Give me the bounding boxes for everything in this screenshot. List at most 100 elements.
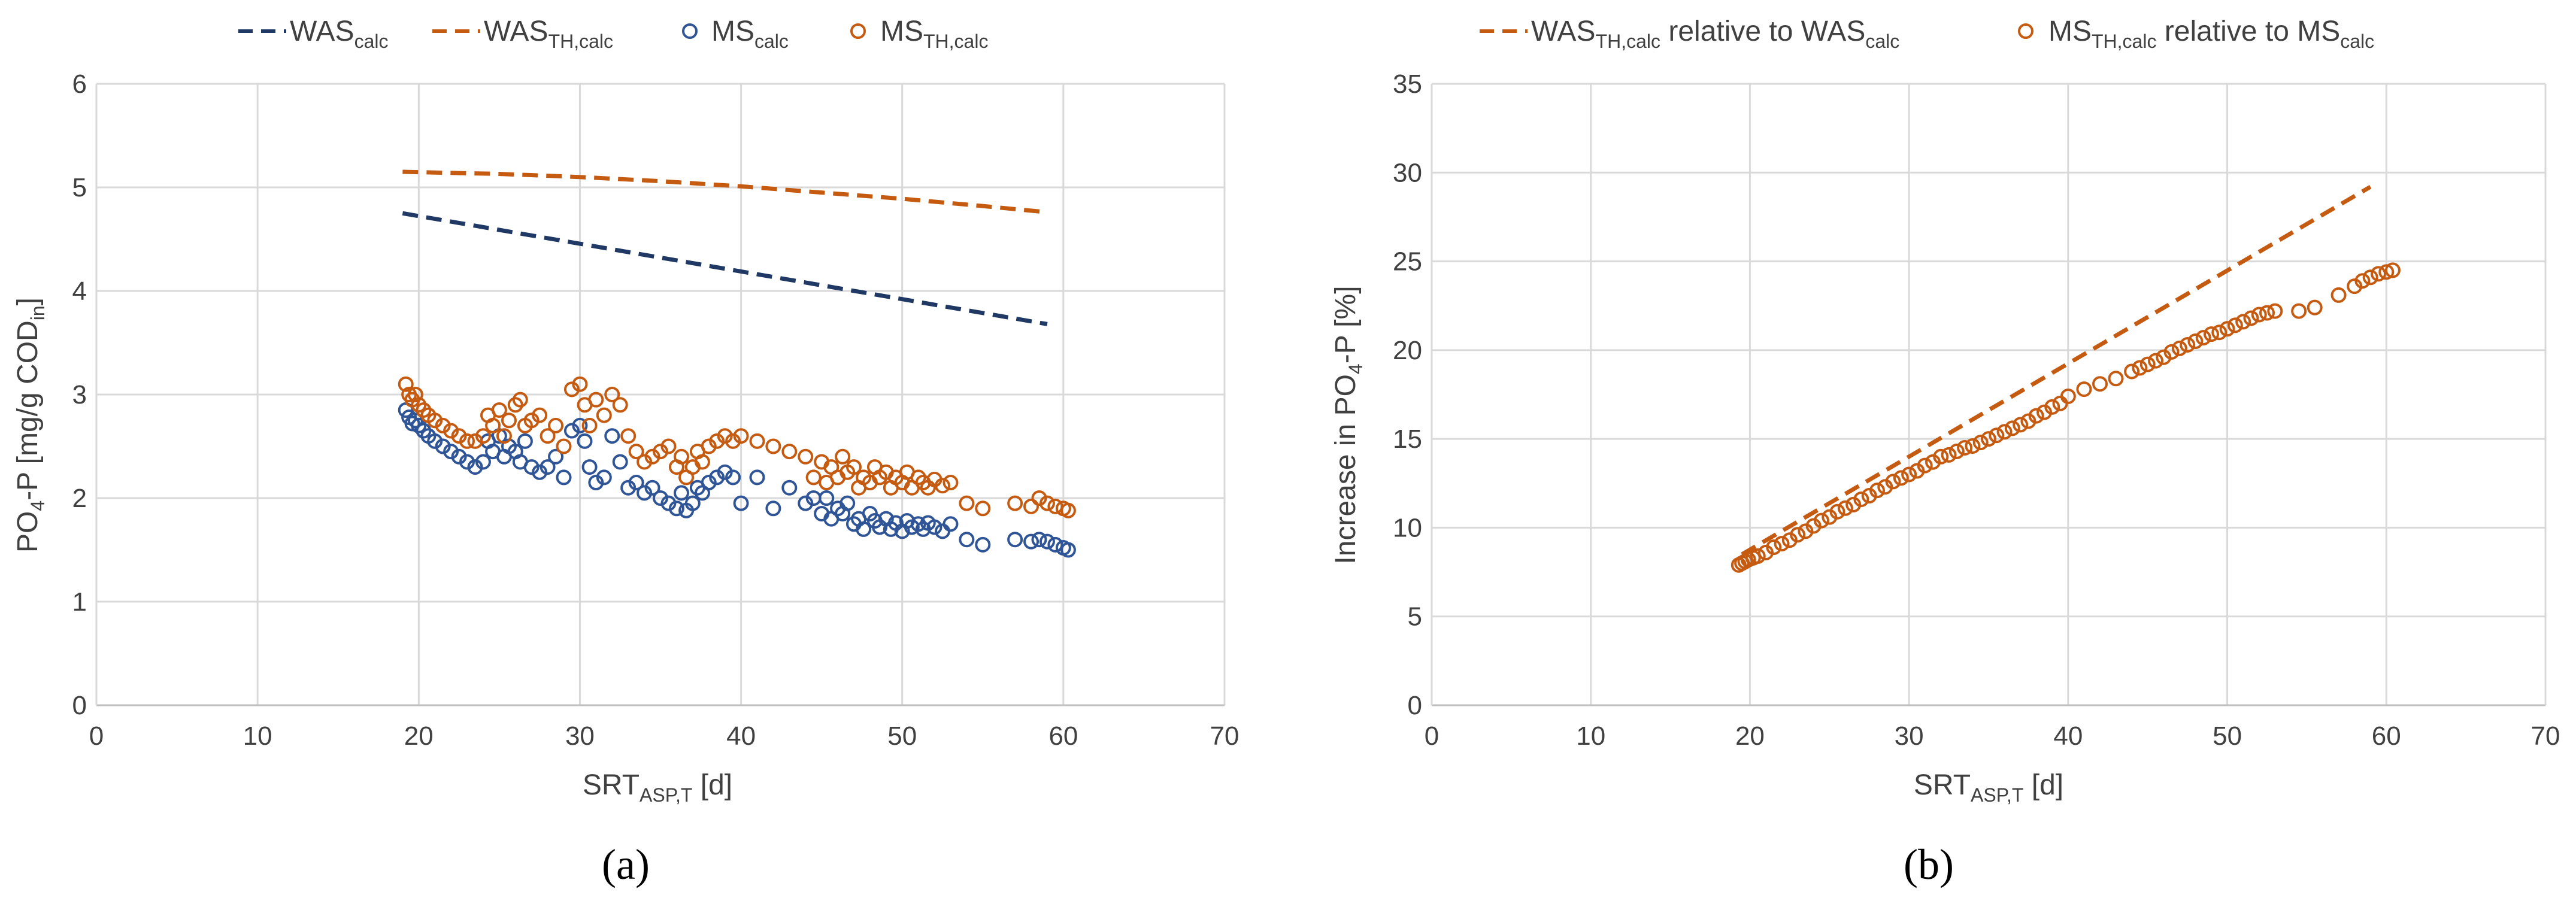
data-point [2139, 356, 2156, 372]
data-point [1031, 490, 1047, 506]
data-point [548, 448, 564, 465]
data-point [1774, 536, 1790, 552]
data-point [694, 454, 710, 470]
data-point [701, 475, 717, 491]
data-point [459, 433, 475, 449]
data-point [2227, 317, 2243, 333]
data-point [427, 412, 443, 429]
x-tick-label: 0 [1425, 721, 1439, 751]
data-point [2354, 273, 2371, 289]
data-point [628, 475, 644, 491]
data-point [1007, 532, 1023, 548]
data-point [725, 433, 741, 449]
data-point [532, 464, 548, 480]
panel-a: 0 1 2 3 4 5 6 0 10 20 30 40 50 60 70 PO4-P [mg/g CODi… [12, 16, 1239, 888]
y-tick-label: 0 [72, 691, 87, 720]
data-point [2076, 381, 2092, 398]
data-point [398, 376, 414, 392]
data-point [443, 423, 459, 439]
data-point [596, 469, 612, 486]
data-point [459, 454, 475, 470]
data-point [1829, 503, 1845, 520]
chart-b-x-axis-title: SRTASP,T [d] [1914, 769, 2063, 806]
data-point [660, 495, 677, 511]
chart-a-series [398, 169, 1076, 558]
data-point [781, 480, 798, 496]
chart-b-svg: 0 5 10 15 20 25 30 35 0 10 20 30 40 50 60 70 Increase … [1330, 16, 2560, 888]
data-point [644, 480, 660, 496]
data-point [2004, 420, 2020, 436]
data-point [749, 469, 765, 486]
data-point [2235, 314, 2251, 330]
chart-b-gridlines [1432, 83, 2547, 705]
data-point [451, 428, 467, 444]
data-point [1007, 495, 1023, 511]
data-point [523, 412, 540, 429]
x-tick-label: 40 [726, 721, 756, 751]
data-point [2171, 340, 2187, 356]
data-point [467, 433, 483, 449]
data-point [1941, 447, 1957, 463]
data-point [1885, 474, 1901, 490]
data-point [604, 428, 620, 444]
chart-b-series [1731, 184, 2401, 573]
data-point [1031, 532, 1047, 548]
data-point [491, 402, 507, 418]
data-point [1933, 448, 1949, 465]
data-point [709, 433, 725, 449]
y-tick-label: 1 [72, 587, 87, 617]
data-point [1948, 443, 1965, 459]
data-point [684, 495, 701, 511]
legend-swatch-ms-th-calc [850, 23, 866, 39]
data-point [717, 464, 733, 480]
x-tick-label: 40 [2053, 721, 2083, 751]
data-point [819, 490, 835, 506]
data-point [2259, 305, 2275, 321]
data-point [588, 392, 604, 408]
chart-a-svg: 0 1 2 3 4 5 6 0 10 20 30 40 50 60 70 PO4-P [mg/g CODi… [12, 16, 1239, 888]
data-point [512, 392, 528, 408]
x-tick-label: 50 [887, 721, 917, 751]
legend-label-was-th-relative: WASTH,calc relative to WAScalc [1531, 16, 1899, 52]
data-point [637, 454, 653, 470]
data-point [717, 428, 733, 444]
x-tick-label: 20 [1735, 721, 1765, 751]
series-line-1 [402, 169, 1048, 215]
data-point [577, 433, 593, 449]
data-point [1814, 512, 1829, 529]
data-point [427, 433, 443, 449]
data-point [1837, 500, 1853, 516]
panel-b: 0 5 10 15 20 25 30 35 0 10 20 30 40 50 60 70 Increase … [1288, 0, 2576, 904]
data-point [1750, 548, 1766, 564]
data-point [2187, 333, 2204, 350]
data-point [2132, 360, 2148, 376]
data-point [2195, 330, 2211, 346]
data-point [2251, 307, 2267, 323]
legend-swatch-ms-calc [682, 23, 698, 39]
data-point [2163, 344, 2180, 360]
data-point [604, 387, 620, 402]
data-point [1965, 438, 1981, 454]
chart-a-gridlines [96, 83, 1226, 705]
data-point [407, 387, 423, 402]
data-point [959, 495, 975, 511]
data-point [628, 444, 644, 460]
data-point [501, 412, 517, 429]
data-point [733, 495, 749, 511]
data-point [725, 469, 741, 486]
data-point [443, 444, 459, 460]
data-point [475, 454, 491, 470]
data-point [2307, 299, 2323, 316]
y-tick-label: 35 [1393, 69, 1422, 99]
data-point [1853, 491, 1869, 507]
data-point [540, 459, 556, 475]
data-point [2052, 395, 2068, 411]
data-point [2219, 321, 2235, 337]
data-point [942, 475, 959, 491]
data-point [926, 519, 942, 535]
data-point [2291, 303, 2307, 319]
data-point [1989, 427, 2005, 444]
series-points-2 [398, 402, 1076, 558]
data-point [475, 428, 491, 444]
data-point [2371, 266, 2386, 282]
